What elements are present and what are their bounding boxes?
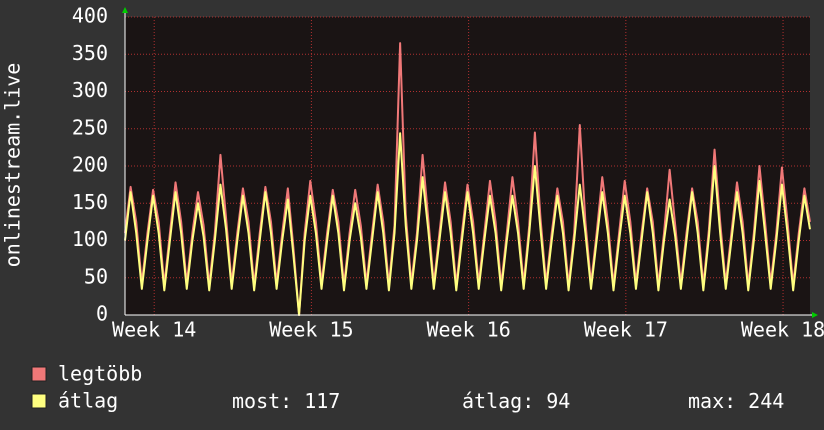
stat: átlag: 94	[462, 389, 570, 413]
legend-swatch	[31, 393, 47, 409]
stat-value: 94	[546, 389, 570, 413]
y-tick-label: 250	[72, 115, 108, 139]
stat-label: most:	[232, 389, 292, 413]
x-tick-label: Week 18	[741, 318, 824, 342]
stat-label: max:	[688, 389, 736, 413]
legend-label: átlag	[58, 389, 118, 413]
legend-label: legtöbb	[58, 362, 142, 386]
x-tick-label: Week 16	[426, 318, 510, 342]
y-tick-label: 400	[72, 4, 108, 28]
stat-value: 244	[748, 389, 784, 413]
series-line	[124, 132, 811, 316]
stat-value: 117	[304, 389, 340, 413]
y-tick-label: 50	[84, 264, 108, 288]
stat-label: átlag:	[462, 389, 534, 413]
y-tick-label: 0	[96, 302, 108, 326]
x-tick-label: Week 14	[112, 318, 196, 342]
y-tick-label: 100	[72, 227, 108, 251]
y-tick-label: 300	[72, 78, 108, 102]
lines	[124, 42, 811, 316]
y-axis-label: onlinestream.live	[1, 63, 25, 268]
x-tick-label: Week 15	[269, 318, 353, 342]
stat: most: 117	[232, 389, 340, 413]
legend: legtöbb átlag most: 117 átlag: 94 max: 244	[31, 362, 784, 413]
x-tick-label: Week 17	[584, 318, 668, 342]
y-tick-label: 150	[72, 190, 108, 214]
y-arrow	[122, 7, 128, 13]
x-arrow	[812, 312, 818, 318]
legend-swatch	[31, 366, 47, 382]
grid	[125, 16, 810, 316]
y-tick-label: 200	[72, 153, 108, 177]
stat: max: 244	[688, 389, 784, 413]
y-tick-label: 350	[72, 41, 108, 65]
